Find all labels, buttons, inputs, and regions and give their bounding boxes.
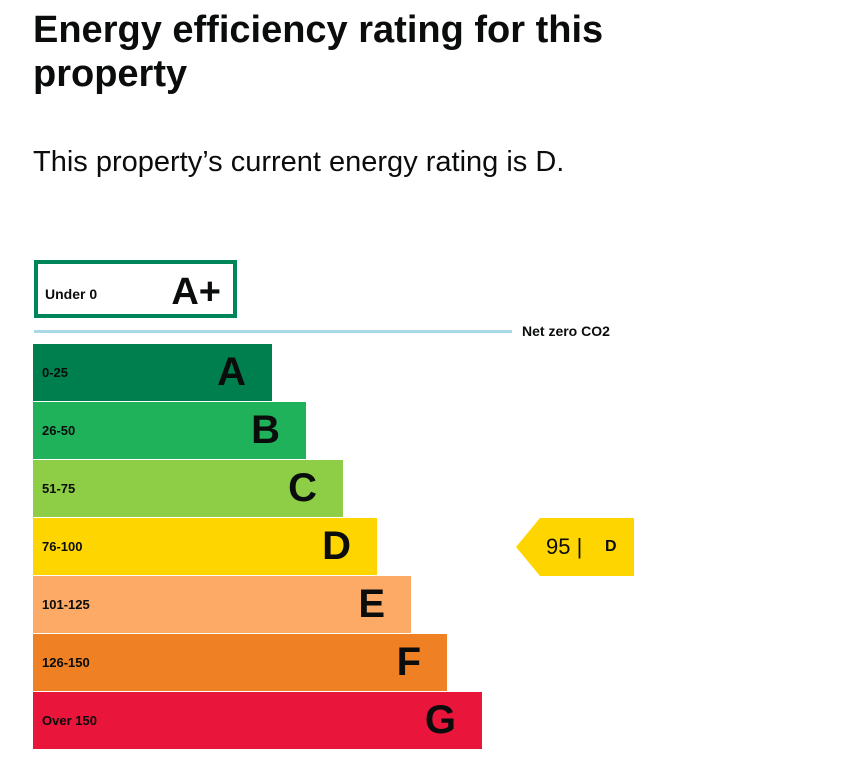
current-rating-marker: 95 | D — [516, 518, 634, 576]
page-title: Energy efficiency rating for this proper… — [33, 9, 604, 95]
band-c-letter: C — [288, 466, 317, 510]
band-e: 101-125 E — [33, 576, 411, 633]
band-d: 76-100 D — [33, 518, 377, 575]
band-f-range: 126-150 — [42, 655, 90, 670]
band-a-range: 0-25 — [42, 365, 69, 380]
band-a: 0-25 A — [33, 344, 272, 401]
band-g-letter: G — [424, 698, 456, 742]
band-d-range: 76-100 — [42, 539, 83, 554]
band-a-plus-letter: A+ — [171, 271, 221, 313]
band-b-letter: B — [251, 408, 280, 452]
band-a-plus: Under 0 A+ — [34, 260, 237, 318]
current-rating-score: 95 | — [546, 534, 583, 559]
band-e-letter: E — [358, 582, 385, 626]
band-e-range: 101-125 — [42, 597, 90, 612]
band-c: 51-75 C — [33, 460, 343, 517]
band-c-range: 51-75 — [42, 481, 76, 496]
band-b-range: 26-50 — [42, 423, 76, 438]
current-rating-arrow — [516, 518, 634, 576]
net-zero-line — [34, 330, 512, 333]
band-f: 126-150 F — [33, 634, 447, 691]
net-zero-label: Net zero CO2 — [522, 323, 610, 339]
band-f-letter: F — [396, 640, 421, 684]
band-a-letter: A — [217, 350, 246, 394]
band-a-plus-range: Under 0 — [45, 286, 98, 302]
current-rating-letter: D — [605, 538, 617, 555]
band-g: Over 150 G — [33, 692, 482, 749]
band-d-letter: D — [322, 524, 351, 568]
band-b: 26-50 B — [33, 402, 306, 459]
rating-summary: This property’s current energy rating is… — [33, 146, 565, 178]
band-g-range: Over 150 — [42, 713, 97, 728]
